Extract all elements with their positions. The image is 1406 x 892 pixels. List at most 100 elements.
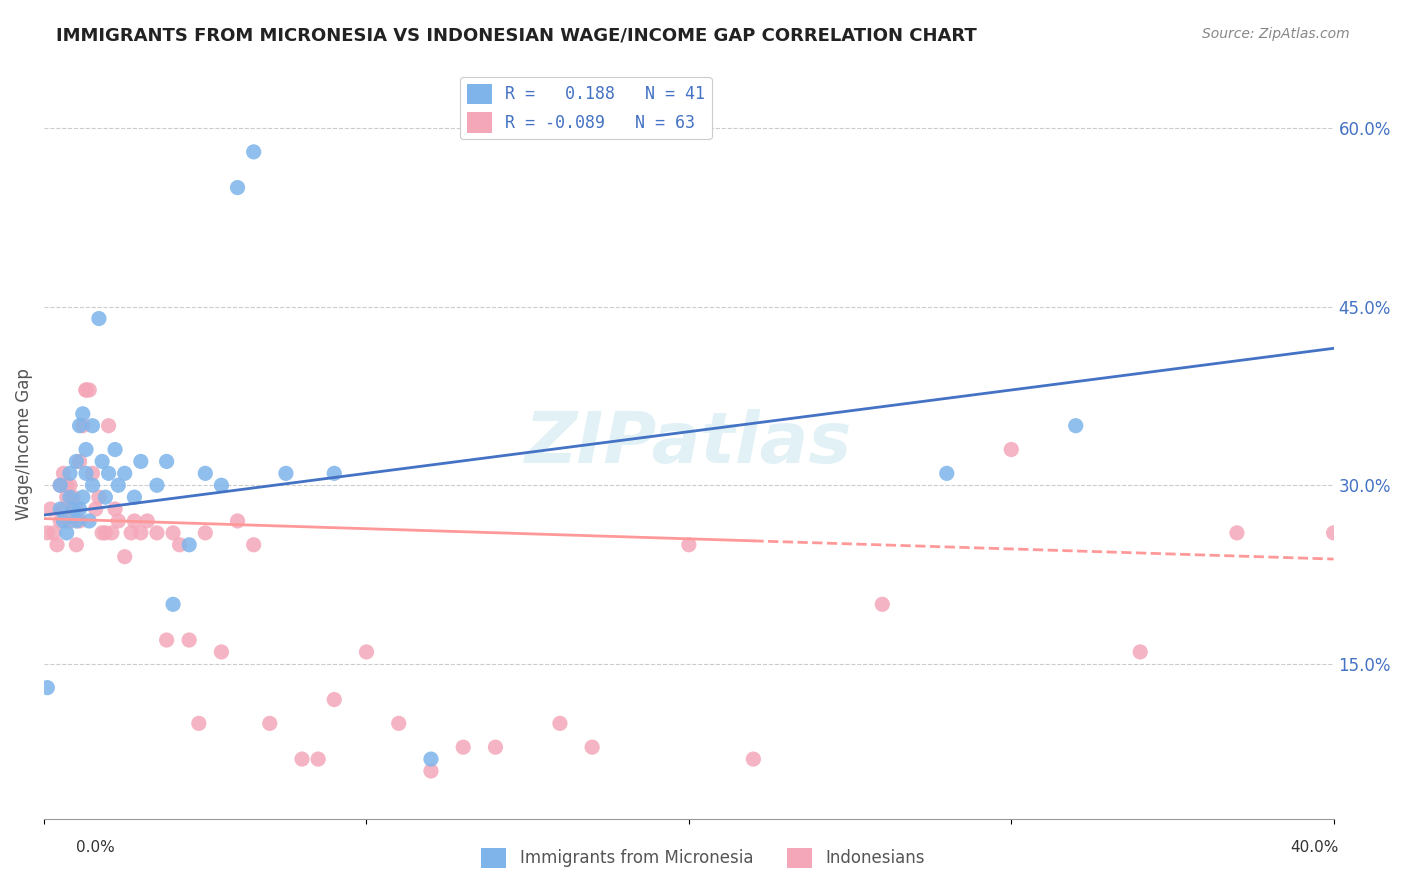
Point	[59, 478, 82, 492]
Point	[59, 467, 82, 481]
Point	[124, 514, 146, 528]
Point	[420, 752, 443, 766]
Point	[59, 514, 82, 528]
Point	[87, 311, 110, 326]
Point	[451, 740, 474, 755]
Point	[91, 525, 114, 540]
Point	[69, 514, 91, 528]
Point	[1226, 525, 1249, 540]
Legend: R =   0.188   N = 41, R = -0.089   N = 63: R = 0.188 N = 41, R = -0.089 N = 63	[460, 77, 711, 139]
Point	[129, 454, 152, 468]
Point	[274, 467, 297, 481]
Point	[94, 490, 117, 504]
Point	[87, 490, 110, 504]
Point	[242, 145, 264, 159]
Point	[49, 502, 72, 516]
Point	[388, 716, 411, 731]
Text: Source: ZipAtlas.com: Source: ZipAtlas.com	[1202, 27, 1350, 41]
Point	[194, 525, 217, 540]
Point	[935, 467, 957, 481]
Point	[548, 716, 571, 731]
Point	[209, 645, 232, 659]
Point	[37, 525, 59, 540]
Point	[129, 525, 152, 540]
Point	[75, 383, 97, 397]
Point	[136, 514, 159, 528]
Point	[146, 478, 169, 492]
Point	[72, 407, 94, 421]
Point	[120, 525, 142, 540]
Point	[97, 418, 120, 433]
Point	[75, 467, 97, 481]
Point	[97, 467, 120, 481]
Point	[65, 514, 87, 528]
Point	[49, 514, 72, 528]
Text: 0.0%: 0.0%	[76, 840, 115, 855]
Point	[59, 490, 82, 504]
Point	[291, 752, 314, 766]
Point	[104, 502, 127, 516]
Point	[72, 490, 94, 504]
Point	[146, 525, 169, 540]
Point	[69, 502, 91, 516]
Point	[1129, 645, 1152, 659]
Point	[107, 478, 129, 492]
Point	[104, 442, 127, 457]
Point	[39, 502, 62, 516]
Point	[323, 467, 346, 481]
Point	[49, 478, 72, 492]
Point	[420, 764, 443, 778]
Point	[242, 538, 264, 552]
Point	[101, 525, 124, 540]
Point	[323, 692, 346, 706]
Point	[62, 502, 84, 516]
Point	[82, 467, 104, 481]
Point	[91, 454, 114, 468]
Point	[65, 538, 87, 552]
Point	[82, 478, 104, 492]
Point	[307, 752, 329, 766]
Point	[82, 418, 104, 433]
Point	[77, 383, 100, 397]
Text: 40.0%: 40.0%	[1291, 840, 1339, 855]
Point	[107, 514, 129, 528]
Point	[226, 180, 249, 194]
Point	[162, 525, 184, 540]
Point	[169, 538, 191, 552]
Point	[356, 645, 378, 659]
Point	[55, 478, 77, 492]
Point	[1323, 525, 1346, 540]
Point	[52, 467, 75, 481]
Point	[55, 490, 77, 504]
Point	[156, 633, 179, 648]
Point	[1000, 442, 1022, 457]
Point	[49, 478, 72, 492]
Text: ZIPatlas: ZIPatlas	[526, 409, 852, 478]
Point	[55, 525, 77, 540]
Point	[65, 454, 87, 468]
Point	[37, 681, 59, 695]
Point	[581, 740, 603, 755]
Point	[484, 740, 506, 755]
Point	[114, 467, 136, 481]
Point	[179, 633, 201, 648]
Point	[77, 514, 100, 528]
Point	[62, 490, 84, 504]
Point	[259, 716, 281, 731]
Point	[162, 597, 184, 611]
Point	[179, 538, 201, 552]
Point	[42, 525, 65, 540]
Point	[156, 454, 179, 468]
Point	[209, 478, 232, 492]
Point	[52, 514, 75, 528]
Point	[72, 418, 94, 433]
Point	[678, 538, 700, 552]
Point	[69, 454, 91, 468]
Point	[94, 525, 117, 540]
Point	[742, 752, 765, 766]
Point	[75, 383, 97, 397]
Point	[46, 538, 69, 552]
Y-axis label: Wage/Income Gap: Wage/Income Gap	[15, 368, 32, 519]
Point	[69, 418, 91, 433]
Point	[124, 490, 146, 504]
